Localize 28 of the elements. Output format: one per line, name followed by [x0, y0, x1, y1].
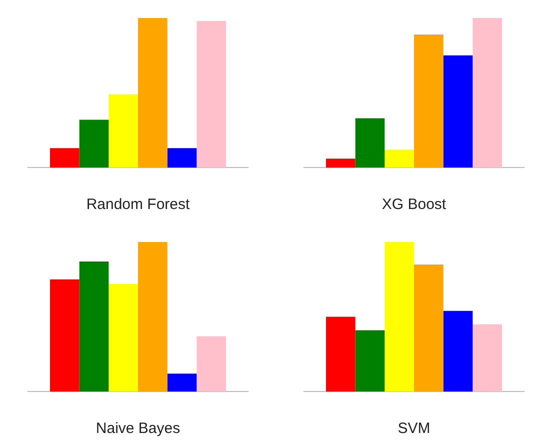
- bar: [355, 330, 385, 392]
- text: XG Boost: [380, 196, 448, 213]
- bar: [167, 374, 197, 392]
- bar: [414, 264, 444, 392]
- text: Random Forest: [85, 196, 191, 213]
- bar: [384, 242, 414, 392]
- bar: [472, 18, 502, 168]
- text: SVM: [396, 420, 432, 437]
- bar: [196, 336, 226, 392]
- bar: [443, 55, 473, 168]
- bar: [443, 310, 473, 392]
- bar: [326, 316, 356, 392]
- text: Naive Bayes: [94, 420, 182, 437]
- bar: [138, 18, 168, 168]
- bar: [326, 158, 356, 168]
- bar: [355, 118, 385, 168]
- bar: [472, 324, 502, 392]
- bar: [138, 242, 168, 392]
- bar: [79, 120, 109, 168]
- bar: [108, 94, 138, 168]
- bar: [167, 148, 197, 168]
- bar: [108, 284, 138, 392]
- bar: [79, 261, 109, 392]
- bar: [50, 148, 80, 168]
- bar: [196, 20, 226, 168]
- bar: [384, 150, 414, 168]
- bar: [414, 34, 444, 168]
- bar: [50, 279, 80, 392]
